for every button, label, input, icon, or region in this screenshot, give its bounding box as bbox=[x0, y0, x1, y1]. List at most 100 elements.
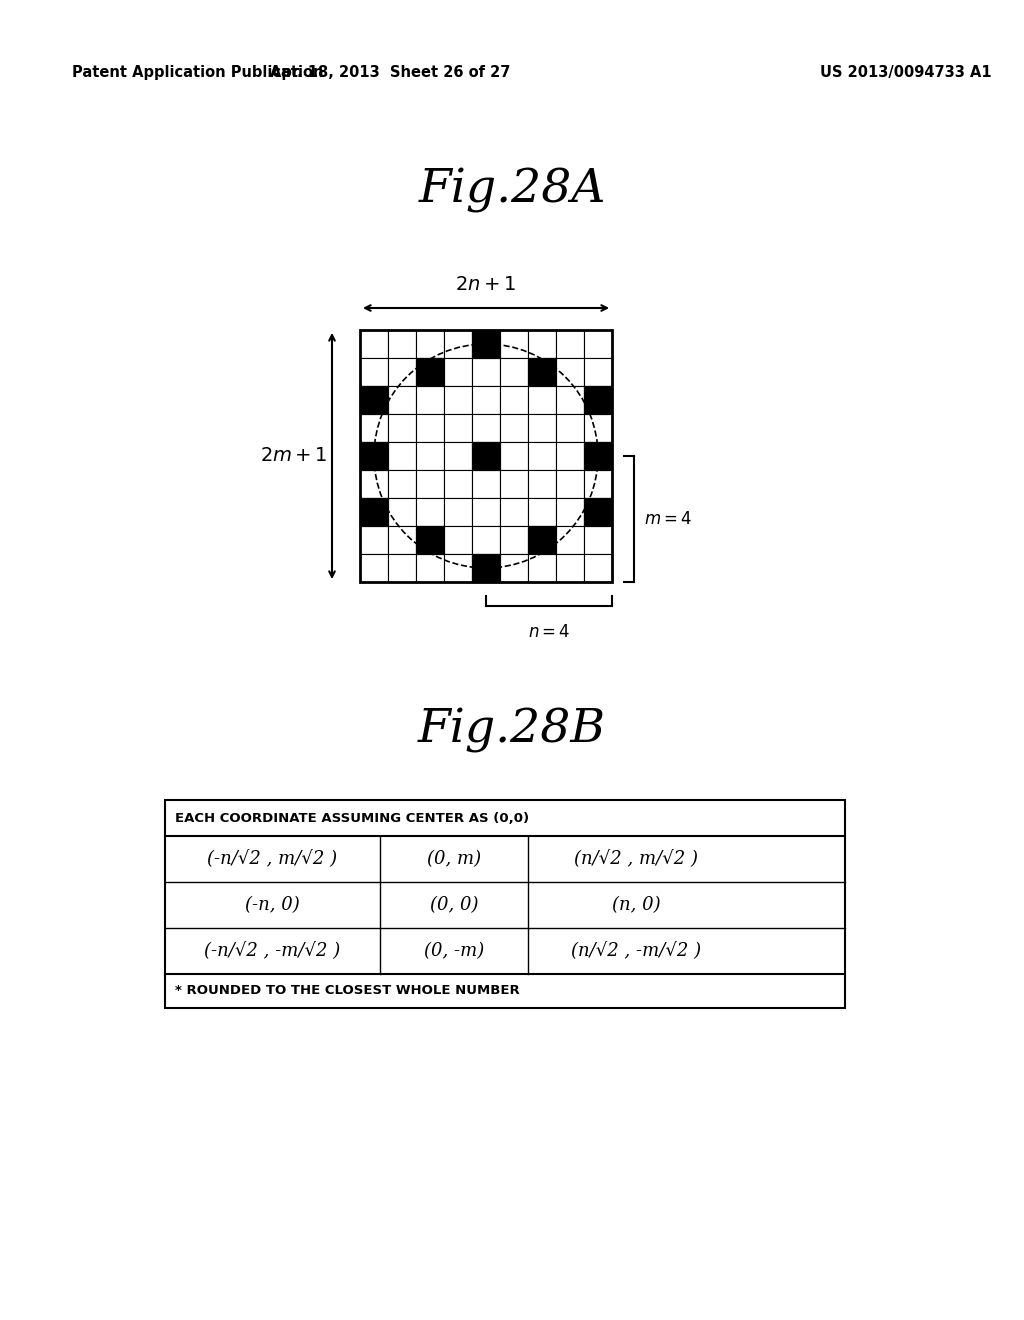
Bar bbox=[500, 414, 528, 442]
Bar bbox=[584, 385, 612, 414]
Bar bbox=[472, 385, 500, 414]
Bar bbox=[556, 525, 584, 554]
Bar bbox=[444, 554, 472, 582]
Text: (n/√2 , -m/√2 ): (n/√2 , -m/√2 ) bbox=[571, 942, 701, 960]
Text: (n, 0): (n, 0) bbox=[612, 896, 660, 913]
Bar bbox=[165, 800, 845, 1008]
Text: Fig.28A: Fig.28A bbox=[418, 168, 606, 213]
Bar bbox=[584, 414, 612, 442]
Bar bbox=[472, 414, 500, 442]
Bar bbox=[528, 358, 556, 385]
Bar bbox=[500, 385, 528, 414]
Bar bbox=[444, 470, 472, 498]
Bar bbox=[388, 554, 416, 582]
Text: (0, m): (0, m) bbox=[427, 850, 481, 869]
Bar bbox=[388, 498, 416, 525]
Bar bbox=[500, 330, 528, 358]
Text: (0, 0): (0, 0) bbox=[430, 896, 478, 913]
Bar bbox=[556, 330, 584, 358]
Bar bbox=[388, 442, 416, 470]
Text: Fig.28B: Fig.28B bbox=[418, 708, 606, 752]
Bar bbox=[416, 385, 444, 414]
Bar bbox=[528, 442, 556, 470]
Text: EACH COORDINATE ASSUMING CENTER AS (0,0): EACH COORDINATE ASSUMING CENTER AS (0,0) bbox=[175, 812, 529, 825]
Text: $n=4$: $n=4$ bbox=[527, 624, 570, 642]
Bar bbox=[472, 554, 500, 582]
Bar bbox=[584, 442, 612, 470]
Bar bbox=[500, 358, 528, 385]
Bar bbox=[500, 554, 528, 582]
Bar bbox=[360, 498, 388, 525]
Bar bbox=[472, 330, 500, 358]
Bar bbox=[500, 442, 528, 470]
Text: US 2013/0094733 A1: US 2013/0094733 A1 bbox=[820, 65, 991, 79]
Bar bbox=[556, 442, 584, 470]
Bar bbox=[416, 525, 444, 554]
Text: Apr. 18, 2013  Sheet 26 of 27: Apr. 18, 2013 Sheet 26 of 27 bbox=[269, 65, 510, 79]
Bar bbox=[556, 385, 584, 414]
Bar bbox=[472, 442, 500, 470]
Bar bbox=[416, 554, 444, 582]
Bar bbox=[416, 358, 444, 385]
Text: (-n/√2 , m/√2 ): (-n/√2 , m/√2 ) bbox=[208, 850, 338, 869]
Bar bbox=[360, 554, 388, 582]
Bar bbox=[500, 498, 528, 525]
Bar bbox=[528, 414, 556, 442]
Text: (0, -m): (0, -m) bbox=[424, 942, 484, 960]
Bar bbox=[556, 414, 584, 442]
Bar bbox=[360, 442, 388, 470]
Bar bbox=[472, 470, 500, 498]
Text: Patent Application Publication: Patent Application Publication bbox=[72, 65, 324, 79]
Text: (-n/√2 , -m/√2 ): (-n/√2 , -m/√2 ) bbox=[205, 942, 341, 960]
Bar bbox=[500, 470, 528, 498]
Bar bbox=[472, 554, 500, 582]
Bar bbox=[360, 385, 388, 414]
Bar bbox=[388, 358, 416, 385]
Bar bbox=[388, 385, 416, 414]
Bar bbox=[416, 414, 444, 442]
Bar bbox=[500, 525, 528, 554]
Bar bbox=[360, 330, 388, 358]
Bar bbox=[472, 525, 500, 554]
Bar bbox=[388, 330, 416, 358]
Bar bbox=[528, 385, 556, 414]
Bar bbox=[360, 330, 612, 582]
Bar bbox=[528, 358, 556, 385]
Bar bbox=[388, 470, 416, 498]
Bar bbox=[444, 442, 472, 470]
Bar bbox=[584, 385, 612, 414]
Text: (-n, 0): (-n, 0) bbox=[245, 896, 300, 913]
Text: $2m+1$: $2m+1$ bbox=[260, 447, 328, 465]
Bar bbox=[444, 358, 472, 385]
Bar bbox=[444, 414, 472, 442]
Bar bbox=[528, 554, 556, 582]
Bar bbox=[388, 525, 416, 554]
Bar bbox=[528, 525, 556, 554]
Bar bbox=[584, 498, 612, 525]
Bar bbox=[472, 358, 500, 385]
Bar bbox=[444, 330, 472, 358]
Bar bbox=[528, 498, 556, 525]
Bar bbox=[416, 442, 444, 470]
Bar bbox=[388, 414, 416, 442]
Bar bbox=[472, 330, 500, 358]
Bar bbox=[444, 385, 472, 414]
Text: $m=4$: $m=4$ bbox=[644, 511, 692, 528]
Bar bbox=[416, 330, 444, 358]
Text: (n/√2 , m/√2 ): (n/√2 , m/√2 ) bbox=[574, 850, 698, 869]
Bar bbox=[444, 498, 472, 525]
Bar bbox=[584, 498, 612, 525]
Bar bbox=[528, 525, 556, 554]
Bar bbox=[472, 498, 500, 525]
Bar bbox=[360, 358, 388, 385]
Bar bbox=[528, 330, 556, 358]
Bar bbox=[360, 498, 388, 525]
Bar bbox=[556, 358, 584, 385]
Bar bbox=[416, 525, 444, 554]
Bar bbox=[360, 525, 388, 554]
Bar bbox=[416, 470, 444, 498]
Bar bbox=[584, 330, 612, 358]
Text: * ROUNDED TO THE CLOSEST WHOLE NUMBER: * ROUNDED TO THE CLOSEST WHOLE NUMBER bbox=[175, 985, 520, 998]
Bar bbox=[584, 442, 612, 470]
Bar bbox=[584, 554, 612, 582]
